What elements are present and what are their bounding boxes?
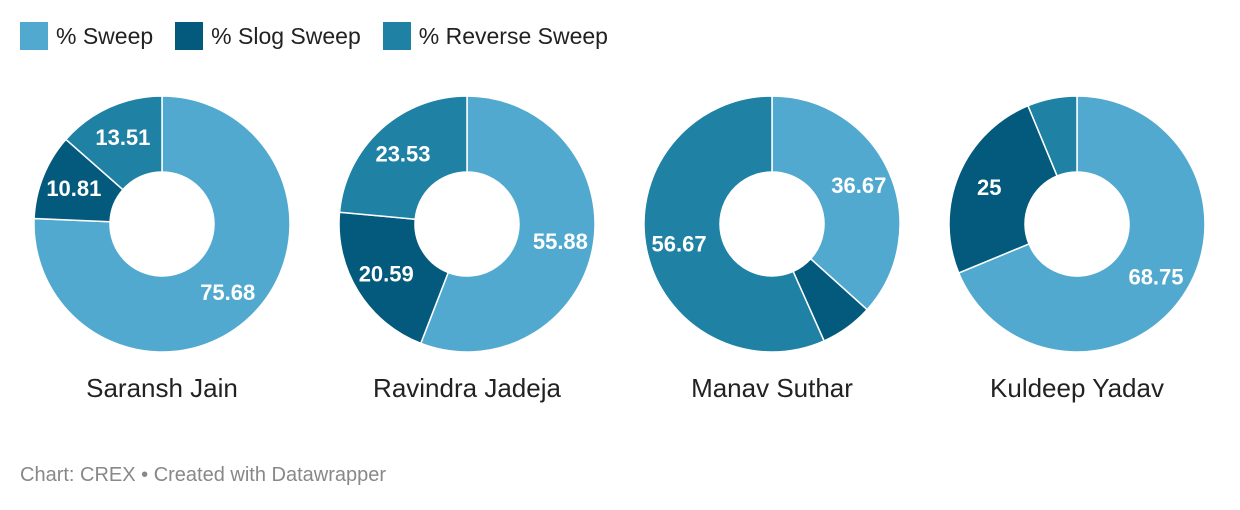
slice-saransh-jain-reverse-sweep (64, 95, 163, 191)
value-label-manav-suthar-sweep: 36.67 (831, 173, 886, 198)
donut-charts: 75.68 10.81 13.51 Saransh Jain 55.88 20.59 23.… (33, 95, 1206, 403)
legend-label-reverse-sweep: % Reverse Sweep (418, 22, 608, 49)
value-label-kuldeep-yadav-sweep: 68.75 (1128, 264, 1183, 289)
chart-footer: Chart: CREX • Created with Datawrapper (20, 464, 387, 486)
slice-manav-suthar-reverse-sweep (643, 95, 826, 353)
legend-item-reverse-sweep: % Reverse Sweep (382, 22, 608, 50)
value-label-saransh-jain-sweep: 75.68 (200, 280, 255, 305)
value-label-manav-suthar-reverse-sweep: 56.67 (652, 231, 707, 256)
legend-swatch-sweep (20, 22, 48, 50)
slice-kuldeep-yadav-slog-sweep (948, 104, 1059, 274)
legend-swatch-slog-sweep (175, 22, 204, 50)
slice-manav-suthar-sweep (771, 95, 901, 311)
value-label-ravindra-jadeja-slog-sweep: 20.59 (359, 262, 414, 287)
chart-title-manav-suthar: Manav Suthar (691, 373, 853, 403)
value-label-ravindra-jadeja-sweep: 55.88 (533, 229, 588, 254)
legend-item-slog-sweep: % Slog Sweep (175, 22, 361, 50)
chart-title-ravindra-jadeja: Ravindra Jadeja (373, 373, 561, 403)
donut-kuldeep-yadav: 68.75 25 Kuldeep Yadav (948, 95, 1206, 403)
chart-title-saransh-jain: Saransh Jain (86, 373, 238, 403)
slice-ravindra-jadeja-slog-sweep (338, 211, 450, 345)
value-label-kuldeep-yadav-slog-sweep: 25 (977, 175, 1001, 200)
slice-kuldeep-yadav-sweep (957, 95, 1206, 353)
legend: % Sweep % Slog Sweep % Reverse Sweep (20, 22, 630, 50)
slice-ravindra-jadeja-reverse-sweep (338, 95, 468, 221)
legend-item-sweep: % Sweep (20, 22, 153, 50)
legend-swatch-reverse-sweep (382, 22, 411, 50)
slice-kuldeep-yadav-reverse-sweep (1027, 95, 1078, 177)
legend-label-sweep: % Sweep (56, 22, 154, 49)
legend-label-slog-sweep: % Slog Sweep (211, 22, 361, 49)
donut-ravindra-jadeja: 55.88 20.59 23.53 Ravindra Jadeja (338, 95, 596, 403)
donut-saransh-jain: 75.68 10.81 13.51 Saransh Jain (33, 95, 291, 403)
slice-saransh-jain-sweep (33, 95, 291, 353)
value-label-ravindra-jadeja-reverse-sweep: 23.53 (375, 141, 430, 166)
value-label-saransh-jain-slog-sweep: 10.81 (46, 176, 101, 201)
value-label-saransh-jain-reverse-sweep: 13.51 (95, 125, 150, 150)
donut-manav-suthar: 36.67 56.67 Manav Suthar (643, 95, 901, 403)
chart-title-kuldeep-yadav: Kuldeep Yadav (990, 373, 1164, 403)
slice-ravindra-jadeja-sweep (419, 95, 596, 353)
